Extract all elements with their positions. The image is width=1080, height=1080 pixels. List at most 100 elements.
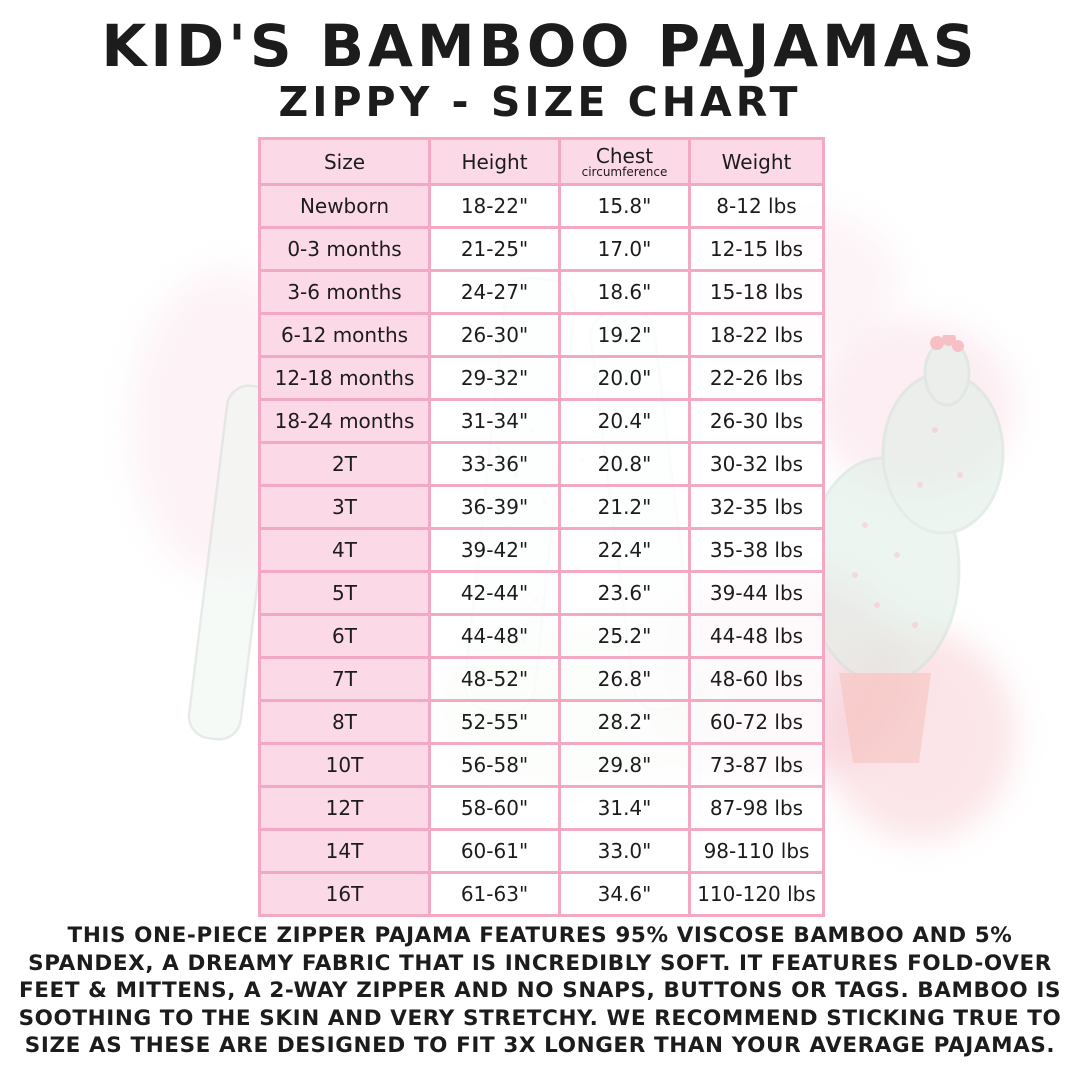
cell-chest: 26.8" <box>558 656 691 702</box>
cell-weight: 98-110 lbs <box>688 828 825 874</box>
cell-chest: 25.2" <box>558 613 691 659</box>
cell-size: 0-3 months <box>258 226 431 272</box>
cell-weight: 22-26 lbs <box>688 355 825 401</box>
size-table-body: Newborn 18-22" 15.8" 8-12 lbs 0-3 months 21-2… <box>258 183 825 917</box>
cell-weight: 8-12 lbs <box>688 183 825 229</box>
cell-chest: 18.6" <box>558 269 691 315</box>
product-description: THIS ONE-PIECE ZIPPER PAJAMA FEATURES 95… <box>18 922 1062 1060</box>
description-line: SOOTHING TO THE SKIN AND VERY STRETCHY. … <box>18 1005 1062 1031</box>
cell-weight: 44-48 lbs <box>688 613 825 659</box>
size-row: 6-12 months 26-30" 19.2" 18-22 lbs <box>258 312 825 358</box>
cell-size: 12T <box>258 785 431 831</box>
cell-size: 2T <box>258 441 431 487</box>
description-line: FEET & MITTENS, A 2-WAY ZIPPER AND NO SN… <box>18 978 1062 1003</box>
size-row: 12T 58-60" 31.4" 87-98 lbs <box>258 785 825 831</box>
cell-height: 24-27" <box>428 269 561 315</box>
cell-weight: 12-15 lbs <box>688 226 825 272</box>
col-header-chest-subtext: circumference <box>581 165 668 179</box>
cell-height: 48-52" <box>428 656 561 702</box>
cell-height: 52-55" <box>428 699 561 745</box>
cell-weight: 32-35 lbs <box>688 484 825 530</box>
cell-height: 21-25" <box>428 226 561 272</box>
cell-chest: 21.2" <box>558 484 691 530</box>
cactus-flower <box>930 335 964 352</box>
cell-chest: 15.8" <box>558 183 691 229</box>
cell-height: 33-36" <box>428 441 561 487</box>
cell-height: 39-42" <box>428 527 561 573</box>
size-row: 3T 36-39" 21.2" 32-35 lbs <box>258 484 825 530</box>
cell-weight: 15-18 lbs <box>688 269 825 315</box>
cell-size: 3T <box>258 484 431 530</box>
cell-weight: 48-60 lbs <box>688 656 825 702</box>
size-row: 7T 48-52" 26.8" 48-60 lbs <box>258 656 825 702</box>
cell-height: 29-32" <box>428 355 561 401</box>
size-row: 10T 56-58" 29.8" 73-87 lbs <box>258 742 825 788</box>
col-header-weight: Weight <box>688 137 825 186</box>
cell-chest: 20.4" <box>558 398 691 444</box>
page-subtitle: ZIPPY - SIZE CHART <box>278 78 802 126</box>
description-line: SPANDEX, A DREAMY FABRIC THAT IS INCREDI… <box>28 950 1052 976</box>
cell-size: 14T <box>258 828 431 874</box>
cactus-pad-top <box>923 339 971 407</box>
size-row: 18-24 months 31-34" 20.4" 26-30 lbs <box>258 398 825 444</box>
cell-size: 6-12 months <box>258 312 431 358</box>
cell-height: 31-34" <box>428 398 561 444</box>
size-row: 6T 44-48" 25.2" 44-48 lbs <box>258 613 825 659</box>
cell-weight: 110-120 lbs <box>688 871 825 917</box>
cell-chest: 34.6" <box>558 871 691 917</box>
cell-chest: 29.8" <box>558 742 691 788</box>
col-header-chest: Chest circumference <box>558 137 691 186</box>
cell-chest: 17.0" <box>558 226 691 272</box>
col-header-height: Height <box>428 137 561 186</box>
cell-chest: 31.4" <box>558 785 691 831</box>
page-title: KID'S BAMBOO PAJAMAS <box>101 12 979 80</box>
cell-chest: 20.8" <box>558 441 691 487</box>
cell-size: Newborn <box>258 183 431 229</box>
cell-height: 44-48" <box>428 613 561 659</box>
size-row: Newborn 18-22" 15.8" 8-12 lbs <box>258 183 825 229</box>
cell-weight: 30-32 lbs <box>688 441 825 487</box>
size-row: 2T 33-36" 20.8" 30-32 lbs <box>258 441 825 487</box>
cell-size: 4T <box>258 527 431 573</box>
cell-height: 26-30" <box>428 312 561 358</box>
cactus-watermark <box>825 335 1005 763</box>
size-row: 4T 39-42" 22.4" 35-38 lbs <box>258 527 825 573</box>
cell-weight: 39-44 lbs <box>688 570 825 616</box>
cell-weight: 18-22 lbs <box>688 312 825 358</box>
size-row: 0-3 months 21-25" 17.0" 12-15 lbs <box>258 226 825 272</box>
size-row: 12-18 months 29-32" 20.0" 22-26 lbs <box>258 355 825 401</box>
cell-chest: 23.6" <box>558 570 691 616</box>
cell-weight: 87-98 lbs <box>688 785 825 831</box>
cell-chest: 22.4" <box>558 527 691 573</box>
cell-height: 18-22" <box>428 183 561 229</box>
cell-height: 36-39" <box>428 484 561 530</box>
cell-chest: 33.0" <box>558 828 691 874</box>
size-row: 8T 52-55" 28.2" 60-72 lbs <box>258 699 825 745</box>
size-row: 5T 42-44" 23.6" 39-44 lbs <box>258 570 825 616</box>
cell-height: 56-58" <box>428 742 561 788</box>
header-row: Size Height Chest circumference Weight <box>258 137 825 186</box>
cell-size: 6T <box>258 613 431 659</box>
cell-weight: 60-72 lbs <box>688 699 825 745</box>
cell-chest: 20.0" <box>558 355 691 401</box>
cell-size: 3-6 months <box>258 269 431 315</box>
cell-weight: 26-30 lbs <box>688 398 825 444</box>
cell-height: 58-60" <box>428 785 561 831</box>
cell-size: 7T <box>258 656 431 702</box>
col-header-chest-label: Chest <box>595 144 654 168</box>
col-header-size: Size <box>258 137 431 186</box>
size-row: 14T 60-61" 33.0" 98-110 lbs <box>258 828 825 874</box>
cell-chest: 28.2" <box>558 699 691 745</box>
cell-size: 12-18 months <box>258 355 431 401</box>
size-chart-table: Size Height Chest circumference Weight N… <box>258 137 825 917</box>
cell-size: 5T <box>258 570 431 616</box>
size-row: 16T 61-63" 34.6" 110-120 lbs <box>258 871 825 917</box>
cell-height: 60-61" <box>428 828 561 874</box>
cell-size: 8T <box>258 699 431 745</box>
description-line: THIS ONE-PIECE ZIPPER PAJAMA FEATURES 95… <box>67 923 1013 948</box>
cell-height: 42-44" <box>428 570 561 616</box>
cell-size: 10T <box>258 742 431 788</box>
size-row: 3-6 months 24-27" 18.6" 15-18 lbs <box>258 269 825 315</box>
description-line: SIZE AS THESE ARE DESIGNED TO FIT 3X LON… <box>24 1033 1056 1058</box>
